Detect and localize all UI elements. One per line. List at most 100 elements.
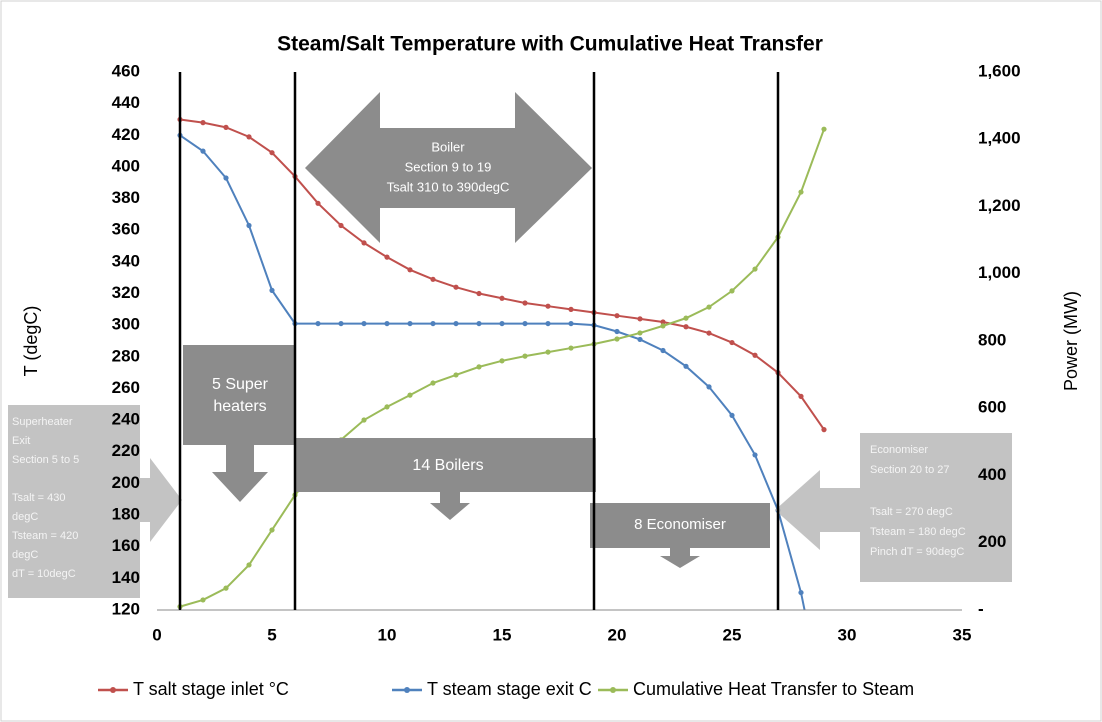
y2-tick-label: 1,600 bbox=[978, 61, 1021, 80]
y-tick-label: 180 bbox=[112, 505, 140, 524]
down-arrow bbox=[430, 492, 470, 520]
series-marker bbox=[200, 120, 206, 126]
series-marker bbox=[729, 288, 735, 294]
series-marker bbox=[384, 254, 390, 260]
x-tick-label: 20 bbox=[608, 625, 627, 644]
series-marker bbox=[361, 240, 367, 246]
series-marker bbox=[568, 345, 574, 351]
annotation-text: degC bbox=[12, 549, 38, 561]
series-marker bbox=[821, 427, 827, 433]
y2-tick-label: 600 bbox=[978, 398, 1006, 417]
annotation-text: 8 Economiser bbox=[634, 516, 726, 533]
series-marker bbox=[269, 150, 275, 156]
series-marker bbox=[499, 320, 505, 327]
series-marker bbox=[246, 222, 252, 229]
series-marker bbox=[338, 320, 344, 327]
x-tick-label: 15 bbox=[493, 625, 512, 644]
series-marker bbox=[545, 349, 551, 355]
series-marker bbox=[338, 222, 344, 229]
y-tick-label: 220 bbox=[112, 441, 140, 460]
legend-label: T steam stage exit C bbox=[427, 679, 592, 699]
y-tick-label: 380 bbox=[112, 188, 140, 207]
y-tick-label: 300 bbox=[112, 315, 140, 334]
economiser-callout bbox=[860, 433, 1012, 582]
y2-tick-label: 1,000 bbox=[978, 263, 1021, 282]
series-marker bbox=[223, 124, 229, 130]
legend-label: T salt stage inlet °C bbox=[133, 679, 289, 699]
series-marker bbox=[798, 589, 804, 596]
series-marker bbox=[660, 319, 666, 325]
series-marker bbox=[706, 304, 712, 310]
left-arrow bbox=[775, 470, 860, 550]
annotation-text: Tsalt = 270 degC bbox=[870, 506, 953, 518]
annotation-text: degC bbox=[12, 511, 38, 523]
right-arrow bbox=[140, 458, 182, 542]
series-marker bbox=[545, 303, 551, 309]
y-tick-label: 400 bbox=[112, 156, 140, 175]
series-marker bbox=[407, 392, 413, 398]
series-marker bbox=[269, 527, 275, 533]
y-axis-label: T (degC) bbox=[21, 306, 41, 377]
y2-tick-label: 1,400 bbox=[978, 129, 1021, 148]
series-marker bbox=[660, 347, 666, 354]
y2-tick-label: - bbox=[978, 599, 984, 618]
economiser-box bbox=[590, 503, 770, 548]
annotation-text: Section 5 to 5 bbox=[12, 454, 79, 466]
series-marker bbox=[614, 328, 620, 335]
series-marker bbox=[683, 315, 689, 321]
series-marker bbox=[430, 380, 436, 386]
series-marker bbox=[614, 336, 620, 342]
legend-marker bbox=[404, 687, 410, 693]
series-marker bbox=[476, 320, 482, 327]
annotation-text: 14 Boilers bbox=[412, 457, 483, 474]
annotation-text: heaters bbox=[213, 398, 266, 415]
series-marker bbox=[637, 316, 643, 322]
down-arrow bbox=[212, 445, 268, 502]
series-marker bbox=[453, 284, 459, 290]
y2-tick-label: 400 bbox=[978, 465, 1006, 484]
y-tick-label: 140 bbox=[112, 568, 140, 587]
series-marker bbox=[706, 330, 712, 336]
legend-marker bbox=[110, 687, 116, 693]
y-tick-label: 240 bbox=[112, 410, 140, 429]
y-tick-label: 320 bbox=[112, 283, 140, 302]
annotation-text: Exit bbox=[12, 435, 30, 447]
annotation-text: Tsalt = 430 bbox=[12, 492, 66, 504]
annotation-text: Tsteam = 180 degC bbox=[870, 526, 966, 538]
annotation-text: Economiser bbox=[870, 444, 928, 456]
series-marker bbox=[361, 417, 367, 423]
series-marker bbox=[637, 330, 643, 336]
legend-label: Cumulative Heat Transfer to Steam bbox=[633, 679, 914, 699]
series-marker bbox=[683, 324, 689, 330]
series-marker bbox=[315, 200, 321, 206]
series-marker bbox=[752, 266, 758, 272]
y2-tick-label: 200 bbox=[978, 532, 1006, 551]
series-marker bbox=[269, 287, 275, 293]
series-marker bbox=[430, 320, 436, 327]
series-marker bbox=[200, 148, 206, 154]
series-marker bbox=[384, 320, 390, 327]
series-marker bbox=[315, 320, 321, 327]
series-marker bbox=[660, 323, 666, 329]
series-marker bbox=[246, 134, 252, 140]
series-marker bbox=[568, 320, 574, 327]
series-marker bbox=[614, 313, 620, 319]
annotations: Boiler Section 9 to 19 Tsalt 310 to 390deg… bbox=[8, 92, 1012, 598]
series-marker bbox=[223, 585, 229, 591]
series-marker bbox=[223, 175, 229, 181]
series-marker bbox=[476, 364, 482, 370]
y-tick-label: 160 bbox=[112, 536, 140, 555]
series-marker bbox=[499, 358, 505, 364]
y2-tick-label: 800 bbox=[978, 330, 1006, 349]
y-tick-label: 280 bbox=[112, 346, 140, 365]
annotation-text: 5 Super bbox=[212, 376, 269, 393]
boiler-arrow bbox=[305, 92, 592, 243]
x-tick-label: 25 bbox=[723, 625, 742, 644]
series-marker bbox=[522, 320, 528, 327]
series-marker bbox=[683, 363, 689, 369]
series-marker bbox=[453, 372, 459, 378]
y-tick-label: 460 bbox=[112, 61, 140, 80]
series-marker bbox=[729, 412, 735, 418]
